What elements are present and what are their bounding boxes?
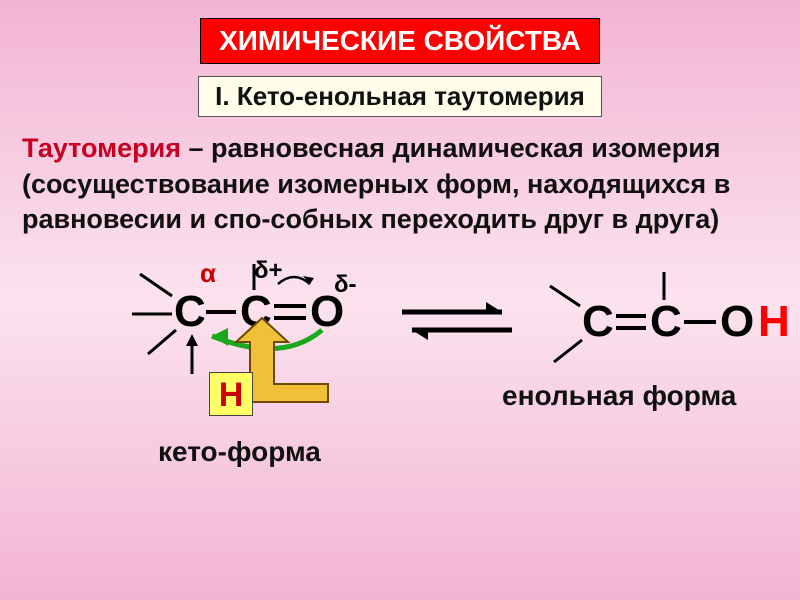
alpha-label: α	[200, 258, 216, 288]
svg-text:C: C	[174, 287, 206, 336]
reaction-diagram: C C O α δ+ δ-	[22, 244, 778, 514]
equilibrium-arrows-icon	[392, 286, 522, 356]
definition-text: Таутомерия – равновесная динамическая из…	[22, 131, 778, 238]
svg-text:C: C	[650, 297, 682, 346]
svg-text:O: O	[720, 297, 754, 346]
hydrogen-box: Н	[209, 372, 253, 416]
delta-minus-label: δ-	[334, 271, 357, 298]
main-title: ХИМИЧЕСКИЕ СВОЙСТВА	[200, 18, 600, 64]
definition-term: Таутомерия	[22, 133, 181, 163]
enol-h-label: Н	[758, 297, 790, 346]
keto-form-label: кето-форма	[158, 436, 321, 468]
svg-text:C: C	[582, 297, 614, 346]
section-subtitle: I. Кето-енольная таутомерия	[198, 76, 602, 117]
delta-plus-label: δ+	[254, 257, 283, 284]
enol-form-label: енольная форма	[502, 380, 736, 412]
